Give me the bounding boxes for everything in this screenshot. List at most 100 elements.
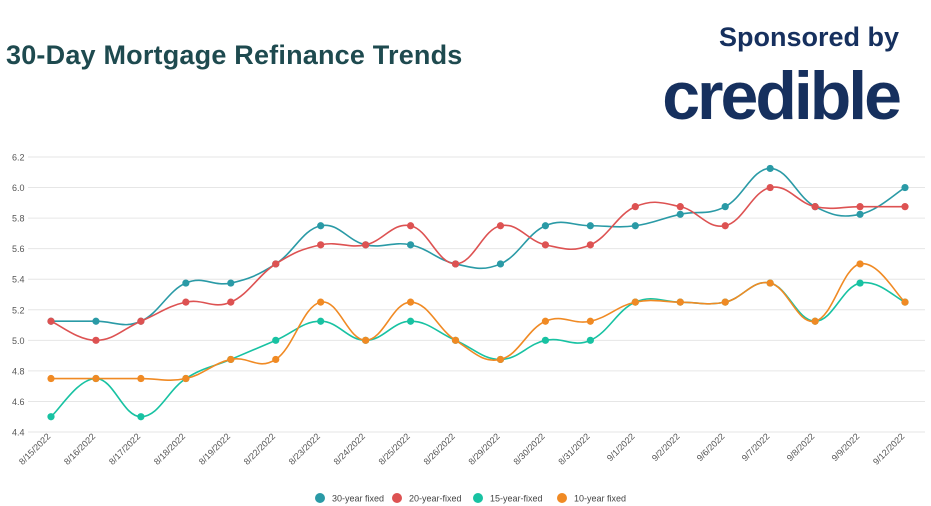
data-point	[496, 222, 505, 230]
data-point	[901, 203, 909, 211]
series-line	[51, 263, 906, 382]
data-point	[92, 336, 100, 344]
legend-marker	[473, 493, 483, 503]
data-point	[317, 317, 325, 325]
data-point	[317, 241, 325, 249]
data-point	[272, 260, 280, 268]
legend-marker	[315, 493, 325, 503]
data-point	[496, 355, 505, 364]
data-point	[541, 222, 550, 230]
data-point	[451, 336, 460, 344]
x-tick-label: 8/22/2022	[242, 431, 277, 466]
data-point	[92, 374, 100, 383]
data-point	[406, 222, 415, 230]
data-point	[631, 222, 639, 230]
data-point	[721, 222, 729, 230]
data-point	[541, 241, 550, 249]
legend-label: 30-year fixed	[332, 494, 384, 504]
data-point	[137, 413, 145, 421]
legend-label: 10-year fixed	[574, 494, 626, 504]
data-point	[721, 203, 729, 211]
data-point	[317, 298, 325, 306]
data-point	[766, 164, 774, 173]
data-point	[317, 222, 325, 230]
x-tick-label: 8/19/2022	[197, 431, 232, 466]
sponsor-label: Sponsored by	[718, 22, 899, 52]
x-tick-label: 9/2/2022	[650, 431, 682, 463]
legend-marker	[392, 493, 402, 503]
data-point	[541, 317, 550, 325]
x-tick-label: 9/1/2022	[605, 431, 637, 463]
y-tick-label: 5.2	[12, 305, 25, 315]
data-point	[227, 298, 235, 306]
x-tick-label: 9/6/2022	[695, 431, 727, 463]
data-point	[47, 413, 55, 421]
data-point	[227, 279, 235, 287]
x-tick-label: 8/31/2022	[556, 431, 591, 466]
data-point	[586, 336, 594, 344]
x-tick-label: 8/17/2022	[107, 431, 142, 466]
x-tick-label: 9/8/2022	[785, 431, 817, 463]
data-point	[541, 336, 550, 344]
y-tick-label: 5.4	[12, 275, 25, 285]
legend-label: 20-year-fixed	[409, 494, 462, 504]
y-tick-label: 5.6	[12, 244, 25, 254]
data-point	[182, 298, 190, 306]
data-point	[676, 210, 684, 218]
data-point	[586, 241, 594, 249]
data-point	[811, 203, 819, 211]
x-tick-label: 8/24/2022	[332, 431, 367, 466]
data-point	[272, 336, 280, 344]
y-tick-label: 5.0	[12, 336, 25, 346]
data-point	[676, 298, 684, 306]
data-point	[47, 374, 55, 383]
data-point	[362, 336, 370, 344]
y-tick-label: 4.6	[12, 397, 25, 407]
data-point	[856, 210, 864, 218]
y-tick-label: 5.8	[12, 214, 25, 224]
data-point	[901, 183, 909, 192]
x-tick-label: 8/30/2022	[511, 431, 546, 466]
data-point	[811, 317, 819, 325]
data-point	[92, 317, 100, 325]
data-point	[406, 298, 415, 306]
y-tick-label: 6.0	[12, 183, 25, 193]
x-tick-label: 8/23/2022	[287, 431, 322, 466]
data-point	[631, 203, 639, 211]
data-point	[856, 279, 864, 287]
y-tick-label: 4.4	[12, 428, 25, 438]
data-point	[406, 317, 415, 325]
data-point	[272, 355, 280, 364]
legend-marker	[557, 493, 567, 503]
data-point	[182, 279, 190, 287]
data-point	[137, 317, 145, 325]
data-point	[586, 222, 594, 230]
x-tick-label: 9/7/2022	[740, 431, 772, 463]
x-tick-label: 8/16/2022	[62, 431, 97, 466]
legend-label: 15-year-fixed	[490, 494, 543, 504]
y-tick-label: 6.2	[12, 153, 25, 163]
data-point	[856, 260, 864, 268]
brand-logo: credible	[662, 58, 902, 134]
x-tick-label: 8/26/2022	[422, 431, 457, 466]
data-point	[451, 260, 460, 268]
data-point	[586, 317, 594, 325]
chart-title: 30-Day Mortgage Refinance Trends	[6, 40, 463, 70]
data-point	[766, 183, 774, 192]
data-point	[362, 241, 370, 249]
data-point	[227, 355, 235, 364]
data-point	[766, 279, 774, 287]
x-tick-label: 8/18/2022	[152, 431, 187, 466]
data-point	[406, 241, 415, 249]
data-point	[182, 374, 190, 383]
data-point	[47, 317, 55, 325]
series-line	[50, 186, 905, 342]
data-point	[721, 298, 729, 306]
data-point	[901, 298, 909, 306]
data-point	[631, 298, 639, 306]
x-tick-label: 9/12/2022	[871, 431, 906, 466]
data-point	[856, 203, 864, 211]
data-point	[496, 260, 505, 268]
y-tick-label: 4.8	[12, 366, 25, 376]
